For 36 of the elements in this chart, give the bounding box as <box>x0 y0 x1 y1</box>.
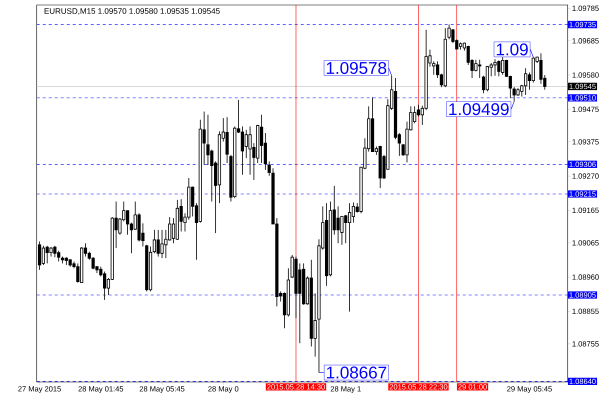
candlestick <box>539 52 543 84</box>
candlestick <box>512 86 516 102</box>
candlestick <box>474 59 478 72</box>
candlestick <box>244 129 248 159</box>
candlestick <box>156 229 160 257</box>
candlestick <box>126 210 130 236</box>
candlestick <box>57 250 60 262</box>
candlestick <box>53 245 56 258</box>
candlestick <box>103 271 106 300</box>
annotation: 1.08667 <box>326 366 386 379</box>
candlestick <box>336 206 340 244</box>
candlestick <box>49 246 53 257</box>
candlestick <box>260 114 264 164</box>
candlestick <box>497 60 500 77</box>
candlestick <box>486 66 489 92</box>
candlestick <box>447 24 451 40</box>
candlestick <box>340 215 344 246</box>
candlestick <box>92 256 95 270</box>
annotation: 1.09578 <box>326 62 386 74</box>
candlestick <box>226 116 229 164</box>
candlestick <box>248 126 252 176</box>
candlestick <box>344 214 348 244</box>
annotation: 1.09499 <box>449 103 509 116</box>
candlestick <box>352 202 356 224</box>
candlestick <box>240 126 244 176</box>
chart-title: EURUSD,M15 1.09570 1.09580 1.09535 1.09545 <box>44 8 220 15</box>
candlestick <box>152 229 156 254</box>
candlestick <box>478 59 482 78</box>
candlestick <box>46 245 49 264</box>
candlestick <box>160 229 164 259</box>
candlestick <box>298 262 302 344</box>
candlestick <box>42 245 45 266</box>
candlestick <box>206 114 210 166</box>
annotation: 1.09 <box>496 43 528 56</box>
candlestick <box>348 202 352 312</box>
candlestick <box>524 68 528 96</box>
